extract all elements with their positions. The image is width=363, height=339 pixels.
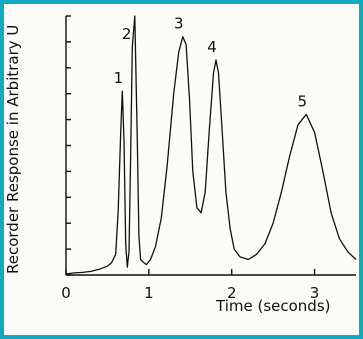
chromatogram-trace [65, 15, 357, 275]
peak-label-2: 2 [122, 25, 132, 43]
chromatogram-chart: Recorder Response in Arbitrary U Time (s… [4, 15, 357, 315]
peak-label-3: 3 [174, 15, 184, 33]
x-axis-title: Time (seconds) [215, 297, 331, 315]
tick-marks: 0 1 2 3 [61, 15, 320, 302]
x-tick-label: 1 [144, 284, 154, 302]
chromatogram-figure: Recorder Response in Arbitrary U Time (s… [4, 4, 359, 335]
peak-labels: 1 2 3 4 5 [114, 15, 307, 111]
series-layer [65, 15, 357, 275]
x-tick-label: 0 [61, 284, 71, 302]
peak-label-4: 4 [207, 38, 217, 56]
x-tick-label: 2 [227, 284, 237, 302]
x-tick-label: 3 [310, 284, 320, 302]
peak-label-1: 1 [114, 69, 124, 87]
y-axis-title: Recorder Response in Arbitrary U [4, 25, 22, 274]
peak-label-5: 5 [298, 92, 308, 110]
